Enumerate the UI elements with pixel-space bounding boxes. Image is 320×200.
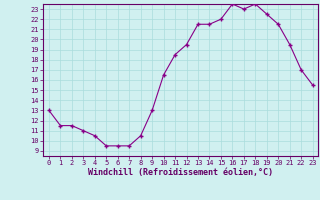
X-axis label: Windchill (Refroidissement éolien,°C): Windchill (Refroidissement éolien,°C) [88, 168, 273, 177]
